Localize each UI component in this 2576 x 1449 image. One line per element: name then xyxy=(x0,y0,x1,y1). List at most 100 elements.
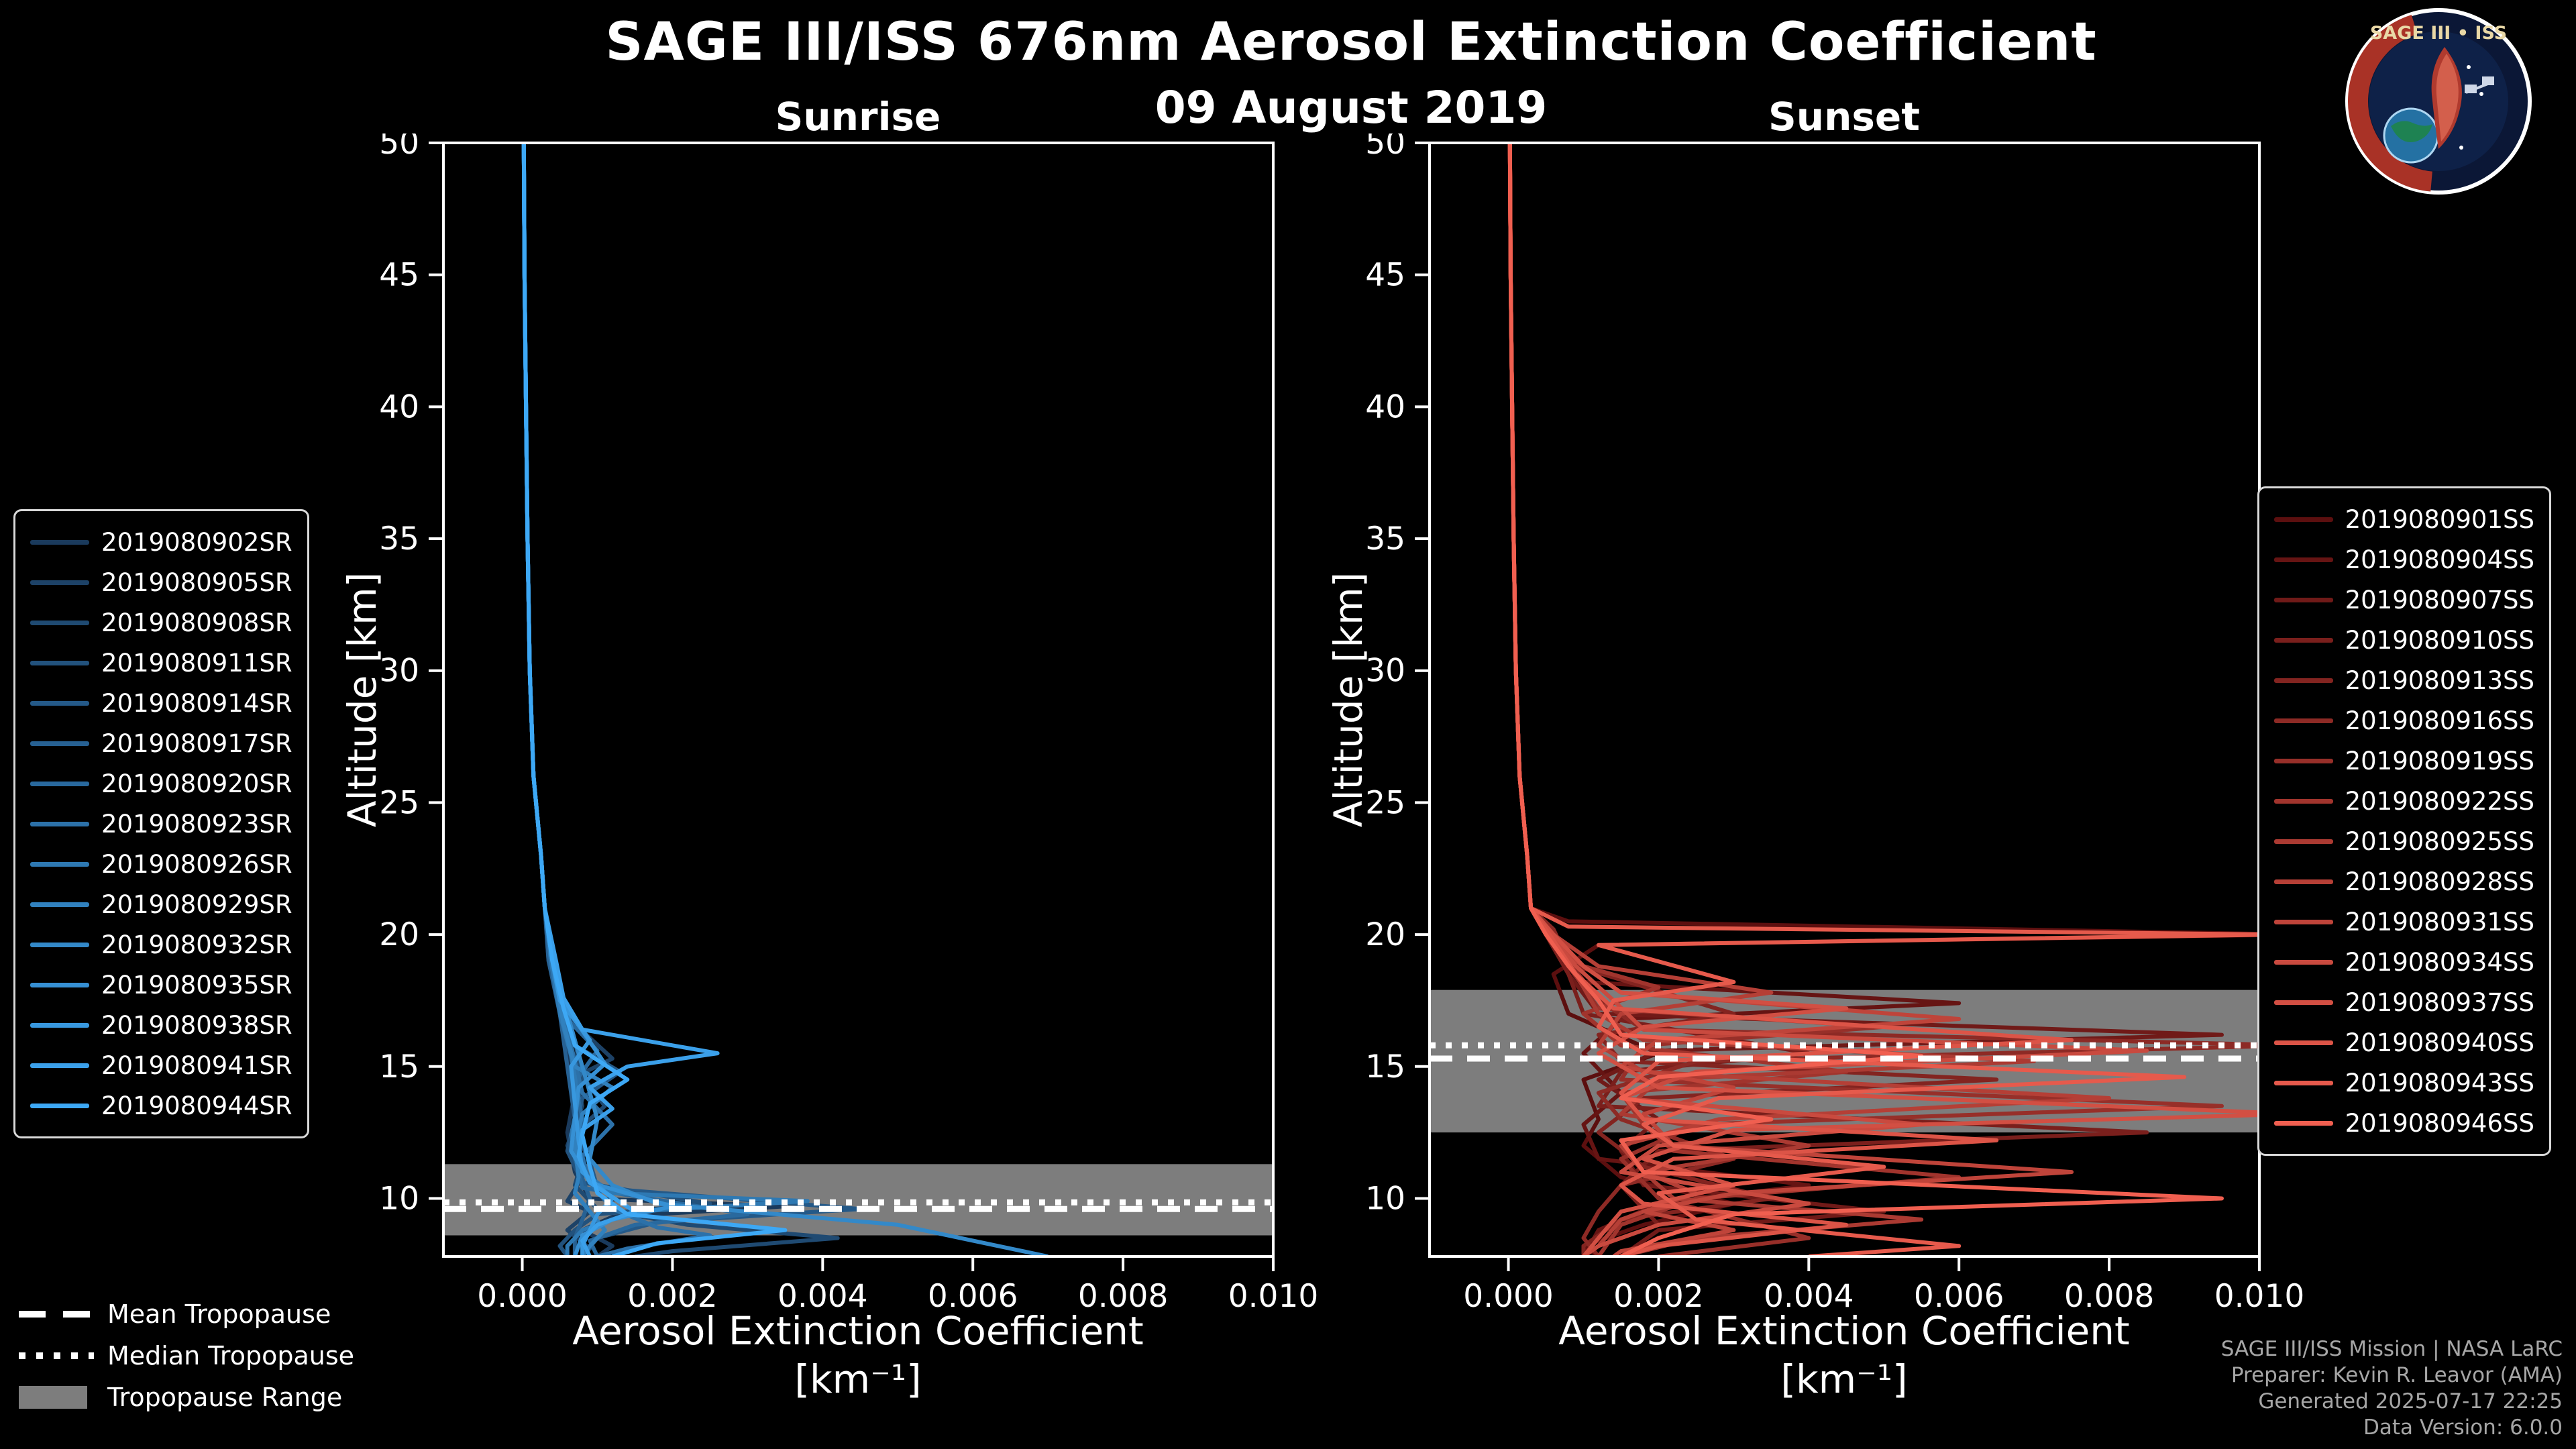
legend-item: 2019080940SS xyxy=(2273,1022,2534,1063)
legend-item: 2019080931SS xyxy=(2273,902,2534,942)
figure-title: SAGE III/ISS 676nm Aerosol Extinction Co… xyxy=(605,12,2097,72)
median-tropopause-dot-icon xyxy=(19,1351,94,1360)
credit-mission: SAGE III/ISS Mission | NASA LaRC xyxy=(2220,1337,2563,1361)
legend-line-sample xyxy=(2273,637,2333,643)
legend-item: 2019080923SR xyxy=(30,804,292,844)
mean-tropopause-legend-item: Mean Tropopause xyxy=(19,1293,354,1335)
y-tick-label: 15 xyxy=(379,1049,419,1085)
legend-item: 2019080916SS xyxy=(2273,700,2534,741)
figure-date: 09 August 2019 xyxy=(1155,82,1548,133)
profile-line-2019080902SR xyxy=(521,143,788,1256)
legend-label: 2019080910SS xyxy=(2345,625,2534,655)
sunrise-legend: 2019080902SR 2019080905SR 2019080908SR 2019… xyxy=(13,509,309,1138)
profile-line-2019080938SR xyxy=(521,143,614,1256)
tropopause-range-legend-item: Tropopause Range xyxy=(19,1377,354,1418)
y-tick-label: 20 xyxy=(379,916,419,953)
profile-line-2019080911SR xyxy=(521,143,712,1256)
legend-label: 2019080926SR xyxy=(101,849,292,879)
legend-line-sample xyxy=(30,580,89,585)
y-tick-label: 30 xyxy=(379,653,419,690)
legend-label: 2019080946SS xyxy=(2345,1108,2534,1138)
profile-line-2019080923SR xyxy=(521,143,712,1256)
logo-iss-icon xyxy=(2465,76,2494,94)
tropopause-range-label: Tropopause Range xyxy=(107,1383,343,1412)
x-tick-label: 0.008 xyxy=(1078,1278,1169,1315)
legend-item: 2019080937SS xyxy=(2273,982,2534,1022)
credit-data-version: Data Version: 6.0.0 xyxy=(2363,1415,2563,1440)
legend-item: 2019080908SR xyxy=(30,602,292,643)
legend-label: 2019080934SS xyxy=(2345,947,2534,977)
sunrise-plot: 10 15 20 25 30 35 40 45 50 0.000 0.002 0.004 0.006 0.… xyxy=(379,133,1318,1315)
tropopause-range-swatch-icon xyxy=(19,1386,94,1409)
profile-line-2019080941SR xyxy=(521,143,720,1256)
legend-line-sample xyxy=(30,1063,89,1068)
sage-iss-mission-logo: SAGE III • ISS xyxy=(2345,8,2532,195)
median-tropopause-label: Median Tropopause xyxy=(107,1341,354,1371)
profile-line-2019080905SR xyxy=(521,143,614,1256)
logo-red-arc xyxy=(2348,11,2529,192)
y-tick-label: 45 xyxy=(1365,257,1405,294)
y-tick-label: 10 xyxy=(379,1180,419,1217)
legend-line-sample xyxy=(2273,839,2333,844)
sunset-panel-title: Sunset xyxy=(1768,94,1920,140)
legend-line-sample xyxy=(2273,1120,2333,1126)
x-tick-label: 0.008 xyxy=(2064,1278,2155,1315)
legend-line-sample xyxy=(2273,1040,2333,1045)
legend-item: 2019080917SR xyxy=(30,723,292,763)
legend-line-sample xyxy=(2273,879,2333,884)
x-tick-label: 0.006 xyxy=(928,1278,1018,1315)
profile-line-2019080926SR xyxy=(521,143,810,1256)
mean-tropopause-dash-icon xyxy=(19,1309,94,1319)
y-tick-label: 50 xyxy=(379,133,419,162)
x-tick-label: 0.002 xyxy=(627,1278,718,1315)
legend-item: 2019080929SR xyxy=(30,884,292,924)
legend-line-sample xyxy=(2273,557,2333,562)
mean-tropopause-label: Mean Tropopause xyxy=(107,1299,331,1329)
y-tick-label: 25 xyxy=(379,784,419,821)
profile-line-2019080929SR xyxy=(521,143,614,1256)
legend-item: 2019080905SR xyxy=(30,562,292,602)
x-tick-label: 0.006 xyxy=(1914,1278,2004,1315)
tropopause-legend: Mean Tropopause Median Tropopause Tropop… xyxy=(19,1293,354,1418)
y-tick-label: 50 xyxy=(1365,133,1405,162)
legend-item: 2019080928SS xyxy=(2273,861,2534,902)
legend-line-sample xyxy=(30,1022,89,1028)
profile-line-2019080932SR xyxy=(521,143,1049,1256)
legend-line-sample xyxy=(30,861,89,867)
legend-label: 2019080913SS xyxy=(2345,665,2534,695)
legend-label: 2019080940SS xyxy=(2345,1028,2534,1057)
sunrise-x-axis-units: [km⁻¹] xyxy=(794,1356,922,1402)
legend-label: 2019080943SS xyxy=(2345,1068,2534,1097)
legend-label: 2019080929SR xyxy=(101,890,292,919)
legend-item: 2019080932SR xyxy=(30,924,292,965)
legend-item: 2019080913SS xyxy=(2273,660,2534,700)
legend-item: 2019080910SS xyxy=(2273,620,2534,660)
legend-line-sample xyxy=(30,781,89,786)
legend-label: 2019080902SR xyxy=(101,527,292,557)
profile-line-2019080920SR xyxy=(521,143,750,1256)
legend-item: 2019080922SS xyxy=(2273,781,2534,821)
legend-item: 2019080943SS xyxy=(2273,1063,2534,1103)
logo-star-icon xyxy=(2459,146,2463,150)
legend-label: 2019080925SS xyxy=(2345,826,2534,856)
sunset-legend: 2019080901SS 2019080904SS 2019080907SS 2019… xyxy=(2257,486,2551,1156)
legend-label: 2019080920SR xyxy=(101,769,292,798)
legend-label: 2019080904SS xyxy=(2345,545,2534,574)
y-tick-label: 40 xyxy=(379,388,419,425)
x-tick-label: 0.000 xyxy=(1463,1278,1554,1315)
y-tick-label: 35 xyxy=(379,521,419,557)
legend-line-sample xyxy=(30,942,89,947)
x-tick-label: 0.004 xyxy=(777,1278,868,1315)
legend-item: 2019080944SR xyxy=(30,1085,292,1126)
logo-earth-landmass xyxy=(2391,121,2432,143)
legend-line-sample xyxy=(30,902,89,907)
sunset-x-axis-label: Aerosol Extinction Coefficient xyxy=(1558,1308,2130,1354)
profile-line-2019080946SS xyxy=(1507,143,2224,1256)
legend-line-sample xyxy=(30,741,89,746)
legend-label: 2019080922SS xyxy=(2345,786,2534,816)
profile-line-2019080944SR xyxy=(521,143,788,1256)
legend-item: 2019080911SR xyxy=(30,643,292,683)
legend-label: 2019080937SS xyxy=(2345,987,2534,1017)
legend-line-sample xyxy=(30,539,89,545)
